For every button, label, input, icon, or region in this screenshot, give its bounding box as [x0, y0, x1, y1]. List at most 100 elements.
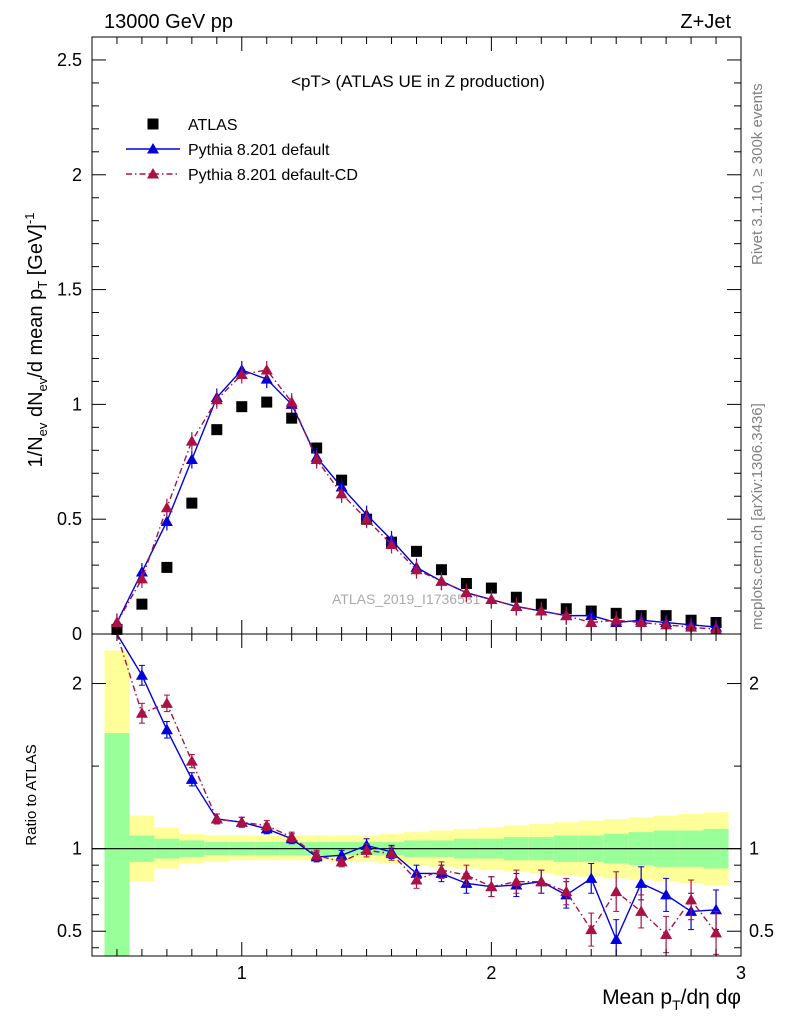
pythia-point [185, 435, 198, 446]
ratio-point [635, 877, 648, 888]
main-y-tick-label: 2.5 [57, 50, 82, 70]
axis-ticks: 0 0.5 1 1.5 2 2.5 0.5 0.5 1 1 2 2 1 2 3 [57, 36, 774, 983]
ratio-y-tick-label-right: 0.5 [749, 921, 774, 941]
ratio-y-tick-label: 0.5 [57, 921, 82, 941]
pythia-point [535, 605, 548, 616]
pythia-point [160, 515, 173, 526]
legend-label: ATLAS [188, 117, 238, 134]
pythia-point [235, 368, 248, 380]
legend-marker [147, 168, 159, 179]
atlas-data-point [136, 598, 148, 610]
main-y-tick-label: 0.5 [57, 509, 82, 529]
ratio-point [535, 875, 548, 887]
ratio-point [135, 669, 148, 680]
main-series-line [116, 369, 717, 628]
ratio-y-tick-label-right: 2 [749, 674, 759, 694]
pythia-point [185, 453, 198, 464]
pythia-point [110, 616, 123, 628]
atlas-data-point [211, 424, 223, 436]
ratio-point [660, 928, 673, 940]
ratio-point [585, 872, 598, 883]
main-marks [110, 360, 723, 635]
atlas-data-point [411, 545, 422, 557]
atlas-data-point [510, 591, 522, 603]
pythia-point [685, 621, 698, 632]
ratio-point [260, 819, 273, 831]
legend-label: Pythia 8.201 default [188, 142, 330, 159]
pythia-point [635, 616, 648, 628]
ratio-point [135, 707, 148, 718]
main-y-tick-label: 1 [72, 394, 82, 414]
ratio-series-line [116, 633, 717, 942]
main-y-tick-label: 0 [72, 624, 82, 644]
ratio-point [435, 864, 448, 875]
pythia-point [210, 393, 223, 405]
ratio-point [185, 773, 198, 784]
atlas-data-point [435, 564, 447, 576]
ratio-point [160, 697, 173, 708]
ratio-point [710, 926, 723, 938]
mcplots-label: mcplots.cern.ch [arXiv:1306.3436] [749, 403, 766, 630]
pythia-point [360, 513, 373, 524]
pythia-point [385, 538, 398, 549]
ratio-point [610, 933, 623, 944]
atlas-data-point [261, 396, 273, 408]
pythia-point [660, 618, 673, 630]
ratio-y-tick-label: 2 [72, 674, 82, 694]
ratio-point [485, 880, 498, 892]
atlas-data-point [311, 442, 323, 454]
pythia-point [310, 453, 323, 464]
ratio-panel [92, 633, 741, 957]
ratio-y-tick-label: 1 [72, 839, 82, 859]
legend-marker [147, 143, 159, 154]
ratio-point [685, 893, 698, 905]
x-tick-label: 3 [736, 963, 746, 983]
x-tick-label: 1 [237, 963, 247, 983]
x-axis-title: Mean pT/dη dφ [602, 986, 741, 1013]
main-y-tick-label: 2 [72, 165, 82, 185]
pythia-point [285, 396, 298, 407]
x-tick-label: 2 [486, 963, 496, 983]
pythia-point [135, 572, 148, 584]
legend-label: Pythia 8.201 default-CD [188, 167, 358, 184]
main-title: <pT> (ATLAS UE in Z production) [291, 72, 545, 91]
ratio-y-axis-title: Ratio to ATLAS [23, 744, 40, 845]
rivet-version-label: Rivet 3.1.10, ≥ 300k events [749, 83, 766, 265]
analysis-watermark: ATLAS_2019_I1736531 [332, 591, 481, 607]
main-y-axis-title: 1/Nev dNev/d mean pT [GeV]-1 [22, 213, 50, 468]
ratio-point [385, 847, 398, 859]
ratio-point [360, 844, 373, 855]
main-y-tick-label: 1.5 [57, 280, 82, 300]
main-panel: <pT> (ATLAS UE in Z production) ATLAS_20… [110, 72, 723, 635]
ratio-point [335, 855, 348, 867]
ratio-point [635, 905, 648, 916]
atlas-data-point [485, 582, 497, 594]
atlas-data-point [460, 577, 472, 589]
atlas-data-point [286, 412, 298, 424]
header-energy-label: 13000 GeV pp [104, 11, 233, 33]
atlas-data-point [161, 561, 173, 573]
ratio-point [510, 875, 523, 887]
ratio-series-line [116, 633, 717, 936]
legend-marker [147, 118, 159, 130]
ratio-point [160, 723, 173, 735]
inner-uncertainty-band [104, 733, 130, 956]
ratio-marks [113, 633, 723, 957]
pythia-point [410, 563, 423, 575]
pythia-point [435, 575, 448, 586]
ratio-point [610, 885, 623, 897]
pythia-point [510, 600, 523, 611]
ratio-point [310, 849, 323, 860]
pythia-point [160, 501, 173, 513]
pythia-point [585, 616, 598, 628]
legend: ATLAS Pythia 8.201 default Pythia 8.201 de… [126, 117, 358, 184]
ratio-point [460, 869, 473, 880]
pythia-point [560, 609, 573, 621]
atlas-data-point [236, 401, 248, 413]
ratio-point [185, 755, 198, 766]
pythia-point [610, 614, 623, 625]
ratio-y-tick-label-right: 1 [749, 839, 759, 859]
pythia-point [460, 586, 473, 598]
pythia-point [335, 487, 348, 499]
